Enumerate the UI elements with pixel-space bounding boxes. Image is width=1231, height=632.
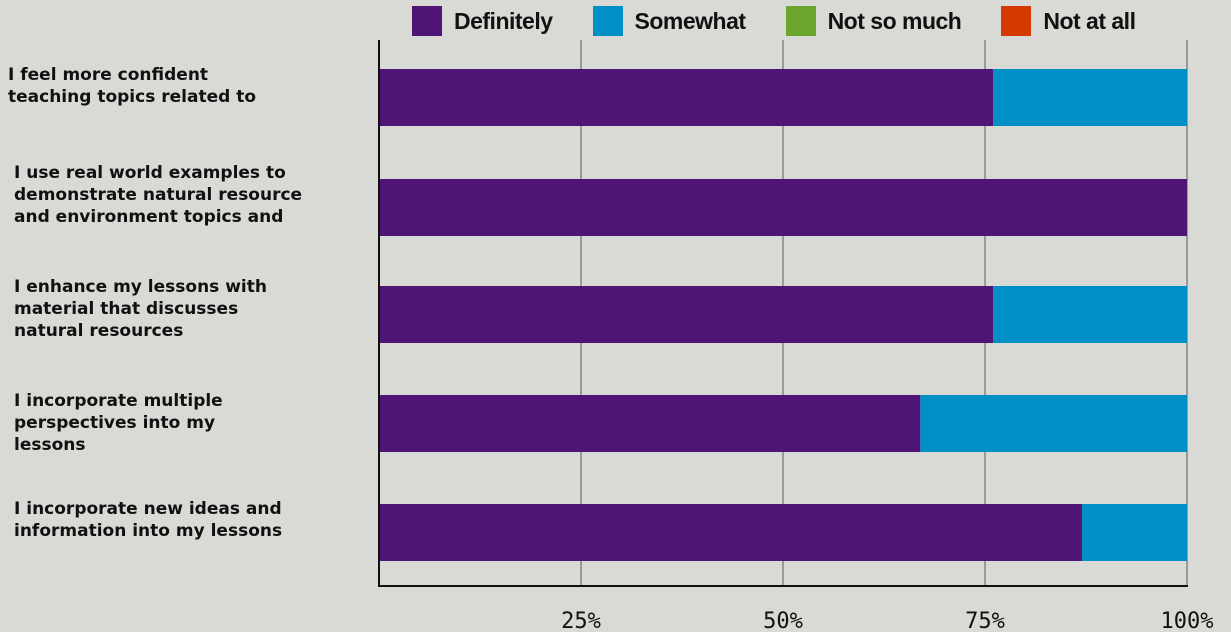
- category-label-3: I enhance my lessons with material that …: [14, 277, 267, 341]
- bar-1-somewhat: [993, 69, 1187, 126]
- legend-item-definitely: Definitely: [412, 6, 553, 36]
- x-tick-labels: 25% 50% 75% 100%: [561, 609, 1213, 632]
- x-tick-label-50: 50%: [763, 609, 803, 632]
- legend-swatch-not-at-all: [1001, 6, 1032, 36]
- legend-label-somewhat: Somewhat: [634, 7, 747, 34]
- legend-item-somewhat: Somewhat: [592, 6, 747, 36]
- axes: [378, 40, 1188, 587]
- legend-swatch-not-so-much: [785, 6, 816, 36]
- bar-3-definitely: [379, 286, 994, 343]
- legend-item-not-so-much: Not so much: [785, 6, 962, 36]
- bar-5-somewhat: [1081, 504, 1187, 561]
- category-label-1: I feel more confident teaching topics re…: [8, 65, 257, 107]
- category-label-4: I incorporate multiple perspectives into…: [14, 391, 223, 455]
- category-label-5: I incorporate new ideas and information …: [14, 499, 283, 541]
- legend-swatch-somewhat: [592, 6, 623, 36]
- category-label-2: I use real world examples to demonstrate…: [14, 163, 303, 227]
- legend-label-not-so-much: Not so much: [827, 7, 962, 34]
- bar-4-somewhat: [920, 395, 1187, 452]
- legend-item-not-at-all: Not at all: [1001, 6, 1136, 36]
- bars: [379, 69, 1187, 561]
- bar-2-definitely: [379, 179, 1187, 236]
- x-tick-label-25: 25%: [561, 609, 601, 632]
- x-tick-label-75: 75%: [965, 609, 1005, 632]
- bar-1-definitely: [379, 69, 994, 126]
- bar-3-somewhat: [993, 286, 1187, 343]
- legend-label-not-at-all: Not at all: [1043, 7, 1136, 34]
- bar-4-definitely: [379, 395, 921, 452]
- legend-swatch-definitely: [412, 6, 442, 36]
- legend-label-definitely: Definitely: [454, 7, 553, 34]
- x-tick-label-100: 100%: [1161, 609, 1214, 632]
- bar-5-definitely: [379, 504, 1082, 561]
- legend: Definitely Somewhat Not so much Not at a…: [412, 6, 1136, 36]
